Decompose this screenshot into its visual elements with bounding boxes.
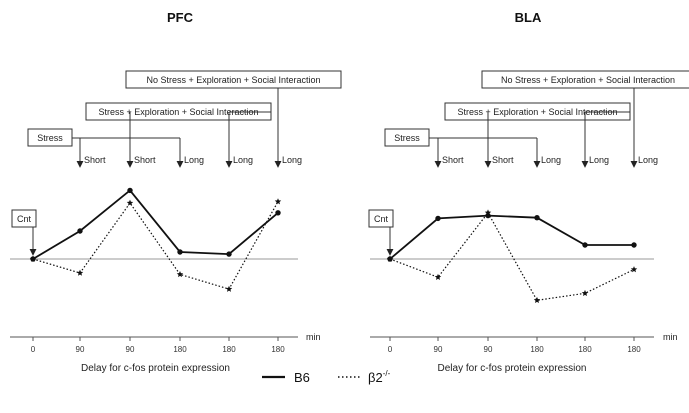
x-tick-label: 90 bbox=[484, 345, 493, 354]
ko-data-point bbox=[630, 266, 638, 273]
ko-data-point bbox=[126, 199, 134, 206]
ko-data-point bbox=[225, 285, 233, 292]
legend-ko-sup: -/- bbox=[383, 369, 391, 378]
x-tick-label: 180 bbox=[173, 345, 187, 354]
condition-box bbox=[125, 70, 342, 89]
ko-data-point bbox=[274, 198, 282, 205]
ko-data-point bbox=[484, 209, 492, 216]
arrow-label: Long bbox=[233, 155, 253, 165]
x-axis-label: Delay for c-fos protein expression bbox=[438, 363, 587, 374]
arrow-label: Long bbox=[638, 155, 658, 165]
ko-data-point bbox=[386, 255, 394, 262]
x-tick-label: 180 bbox=[627, 345, 641, 354]
control-box bbox=[11, 209, 37, 228]
arrow-label: Short bbox=[134, 155, 156, 165]
chart-title: PFC bbox=[167, 10, 194, 25]
x-tick-label: 90 bbox=[434, 345, 443, 354]
x-tick-label: 90 bbox=[126, 345, 135, 354]
x-tick-label: 180 bbox=[222, 345, 236, 354]
condition-label: No Stress + Exploration + Social Interac… bbox=[501, 75, 675, 85]
x-axis-label: Delay for c-fos protein expression bbox=[81, 363, 230, 374]
arrow-label: Short bbox=[442, 155, 464, 165]
arrow-label: Long bbox=[184, 155, 204, 165]
x-tick-label: 0 bbox=[31, 345, 36, 354]
b6-data-point bbox=[582, 242, 588, 248]
condition-label: Stress bbox=[394, 133, 420, 143]
control-label: Cnt bbox=[374, 214, 389, 224]
arrow-label: Short bbox=[84, 155, 106, 165]
arrow-label: Short bbox=[492, 155, 514, 165]
x-tick-label: 0 bbox=[388, 345, 393, 354]
legend-b6-label: B6 bbox=[294, 370, 310, 385]
x-tick-label: 180 bbox=[530, 345, 544, 354]
condition-box bbox=[481, 70, 689, 89]
b6-data-point bbox=[226, 251, 232, 257]
chart-title: BLA bbox=[515, 10, 542, 25]
arrow-label: Long bbox=[541, 155, 561, 165]
b6-data-point bbox=[77, 228, 83, 234]
x-unit-label: min bbox=[663, 332, 678, 342]
ko-data-point bbox=[581, 289, 589, 297]
condition-label: Stress + Exploration + Social Interactio… bbox=[98, 107, 258, 117]
arrow-label: Long bbox=[282, 155, 302, 165]
arrow-label: Long bbox=[589, 155, 609, 165]
control-label: Cnt bbox=[17, 214, 32, 224]
x-tick-label: 180 bbox=[271, 345, 285, 354]
pfc-panel: PFC 0 90 90 180 180 180 min Delay for c-fos prot… bbox=[10, 10, 342, 374]
b6-data-point bbox=[435, 215, 441, 222]
x-tick-label: 90 bbox=[76, 345, 85, 354]
ko-series-line bbox=[32, 201, 279, 290]
condition-label: Stress + Exploration + Social Interactio… bbox=[457, 107, 617, 117]
x-tick-label: 180 bbox=[578, 345, 592, 354]
bla-panel: BLA 0 90 90 180 180 180 min Delay for c-fos prot… bbox=[368, 10, 689, 374]
legend-ko-base: β2 bbox=[368, 370, 383, 385]
legend: B6 β2-/- bbox=[262, 369, 391, 385]
legend-ko-label: β2-/- bbox=[368, 369, 391, 385]
b6-data-point bbox=[631, 242, 637, 248]
control-box bbox=[368, 209, 394, 228]
ko-data-point bbox=[533, 296, 541, 304]
b6-data-point bbox=[177, 249, 183, 255]
b6-series-line bbox=[32, 189, 279, 260]
condition-label: No Stress + Exploration + Social Interac… bbox=[146, 75, 320, 85]
x-unit-label: min bbox=[306, 332, 321, 342]
condition-label: Stress bbox=[37, 133, 63, 143]
ko-series-line bbox=[389, 211, 635, 301]
ko-data-point bbox=[176, 271, 184, 278]
b6-data-point bbox=[534, 215, 540, 221]
ko-data-point bbox=[29, 255, 37, 262]
ko-data-point bbox=[434, 273, 442, 280]
b6-data-point bbox=[275, 210, 281, 216]
ko-data-point bbox=[76, 269, 84, 276]
b6-data-point bbox=[127, 187, 133, 194]
b6-series-line bbox=[389, 214, 634, 260]
